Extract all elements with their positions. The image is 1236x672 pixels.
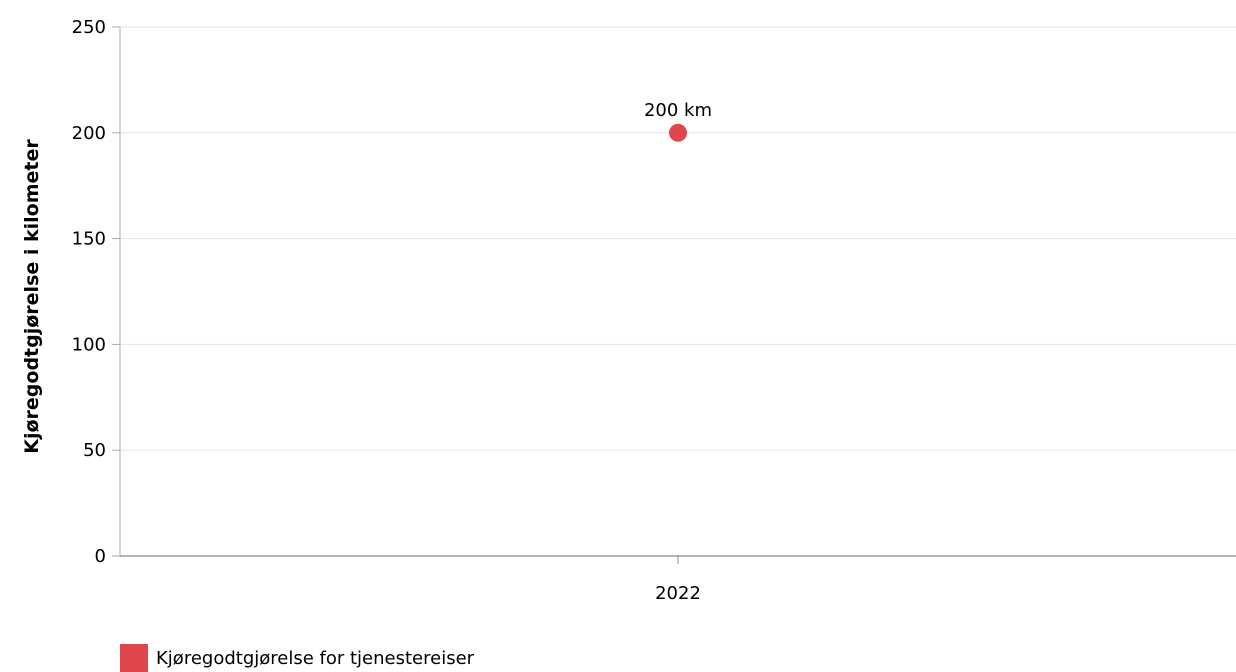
y-axis-title: Kjøregodtgjørelse i kilometer [21,139,43,454]
gridlines [120,26,1236,451]
y-tick-label: 150 [72,229,106,250]
legend: Kjøregodtgjørelse for tjenestereiser [120,644,474,672]
legend-swatch [120,644,148,672]
y-axis-ticks: 0 50 100 150 200 250 [72,17,120,567]
data-point[interactable] [669,123,687,142]
y-tick-label: 100 [72,334,106,355]
y-tick-label: 50 [83,440,106,461]
y-tick-label: 0 [95,546,106,567]
legend-label[interactable]: Kjøregodtgjørelse for tjenestereiser [156,647,475,669]
x-axis-ticks: 2022 [655,556,701,604]
y-tick-label: 200 [72,123,106,144]
data-points: 200 km [644,100,712,142]
x-tick-label: 2022 [655,583,701,604]
y-tick-label: 250 [72,17,106,38]
data-label: 200 km [644,100,712,121]
